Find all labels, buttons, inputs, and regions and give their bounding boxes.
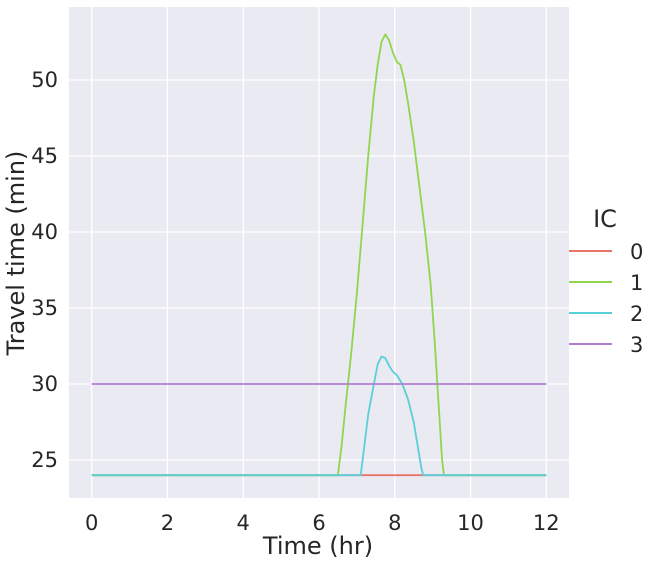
x-tick-label: 8 — [388, 511, 401, 535]
x-axis-ticks: 0 2 4 6 8 10 12 — [85, 511, 560, 535]
legend-label: 0 — [630, 240, 643, 264]
y-axis-ticks: 25 30 35 40 45 50 — [31, 68, 58, 472]
x-tick-label: 12 — [533, 511, 560, 535]
x-tick-label: 2 — [161, 511, 174, 535]
x-tick-label: 4 — [237, 511, 250, 535]
legend-label: 3 — [630, 333, 643, 357]
y-tick-label: 45 — [31, 144, 58, 168]
x-tick-label: 10 — [457, 511, 484, 535]
x-tick-label: 0 — [85, 511, 98, 535]
x-tick-label: 6 — [312, 511, 325, 535]
legend: 0 1 2 3 — [569, 240, 643, 357]
y-tick-label: 50 — [31, 68, 58, 92]
x-axis-label: Time (hr) — [262, 532, 373, 560]
legend-label: 2 — [630, 302, 643, 326]
series-line-2 — [91, 355, 547, 477]
y-axis-label: Travel time (min) — [2, 151, 30, 357]
legend-title: IC — [593, 205, 617, 233]
y-tick-label: 40 — [31, 220, 58, 244]
series-lines — [91, 33, 547, 477]
y-tick-label: 25 — [31, 448, 58, 472]
legend-label: 1 — [630, 271, 643, 295]
series-line-1 — [91, 33, 547, 477]
y-tick-label: 30 — [31, 372, 58, 396]
y-tick-label: 35 — [31, 296, 58, 320]
